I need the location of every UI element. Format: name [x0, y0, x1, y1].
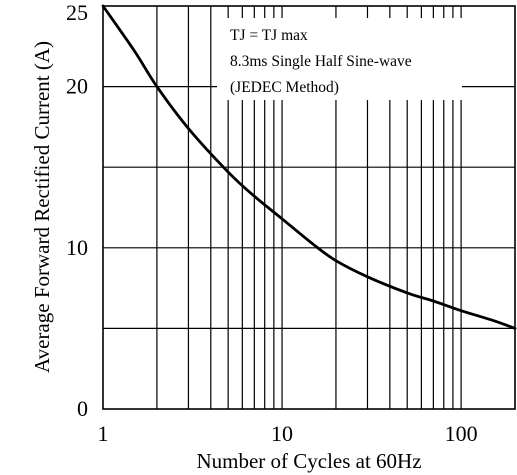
- y-tick-label: 0: [77, 396, 88, 421]
- y-axis-title: Average Forward Rectified Current (A): [30, 41, 54, 373]
- series-layer: [101, 4, 517, 330]
- x-tick-label: 10: [271, 421, 293, 446]
- x-axis-title: Number of Cycles at 60Hz: [196, 449, 421, 473]
- y-tick-label: 10: [66, 235, 88, 260]
- y-tick-label: 25: [66, 0, 88, 25]
- x-tick-label: 100: [445, 421, 478, 446]
- tick-labels: 1 10 100 0 10 20 25: [66, 0, 478, 446]
- annotation-line-3: (JEDEC Method): [230, 79, 339, 96]
- plot-frame: [102, 5, 516, 410]
- annotation-box: TJ = TJ max 8.3ms Single Half Sine-wave …: [217, 18, 462, 100]
- annotation-line-1: TJ = TJ max: [230, 27, 308, 44]
- series-curve: [101, 4, 517, 330]
- y-tick-label: 20: [66, 74, 88, 99]
- annotation-line-2: 8.3ms Single Half Sine-wave: [230, 53, 412, 70]
- x-tick-label: 1: [98, 421, 109, 446]
